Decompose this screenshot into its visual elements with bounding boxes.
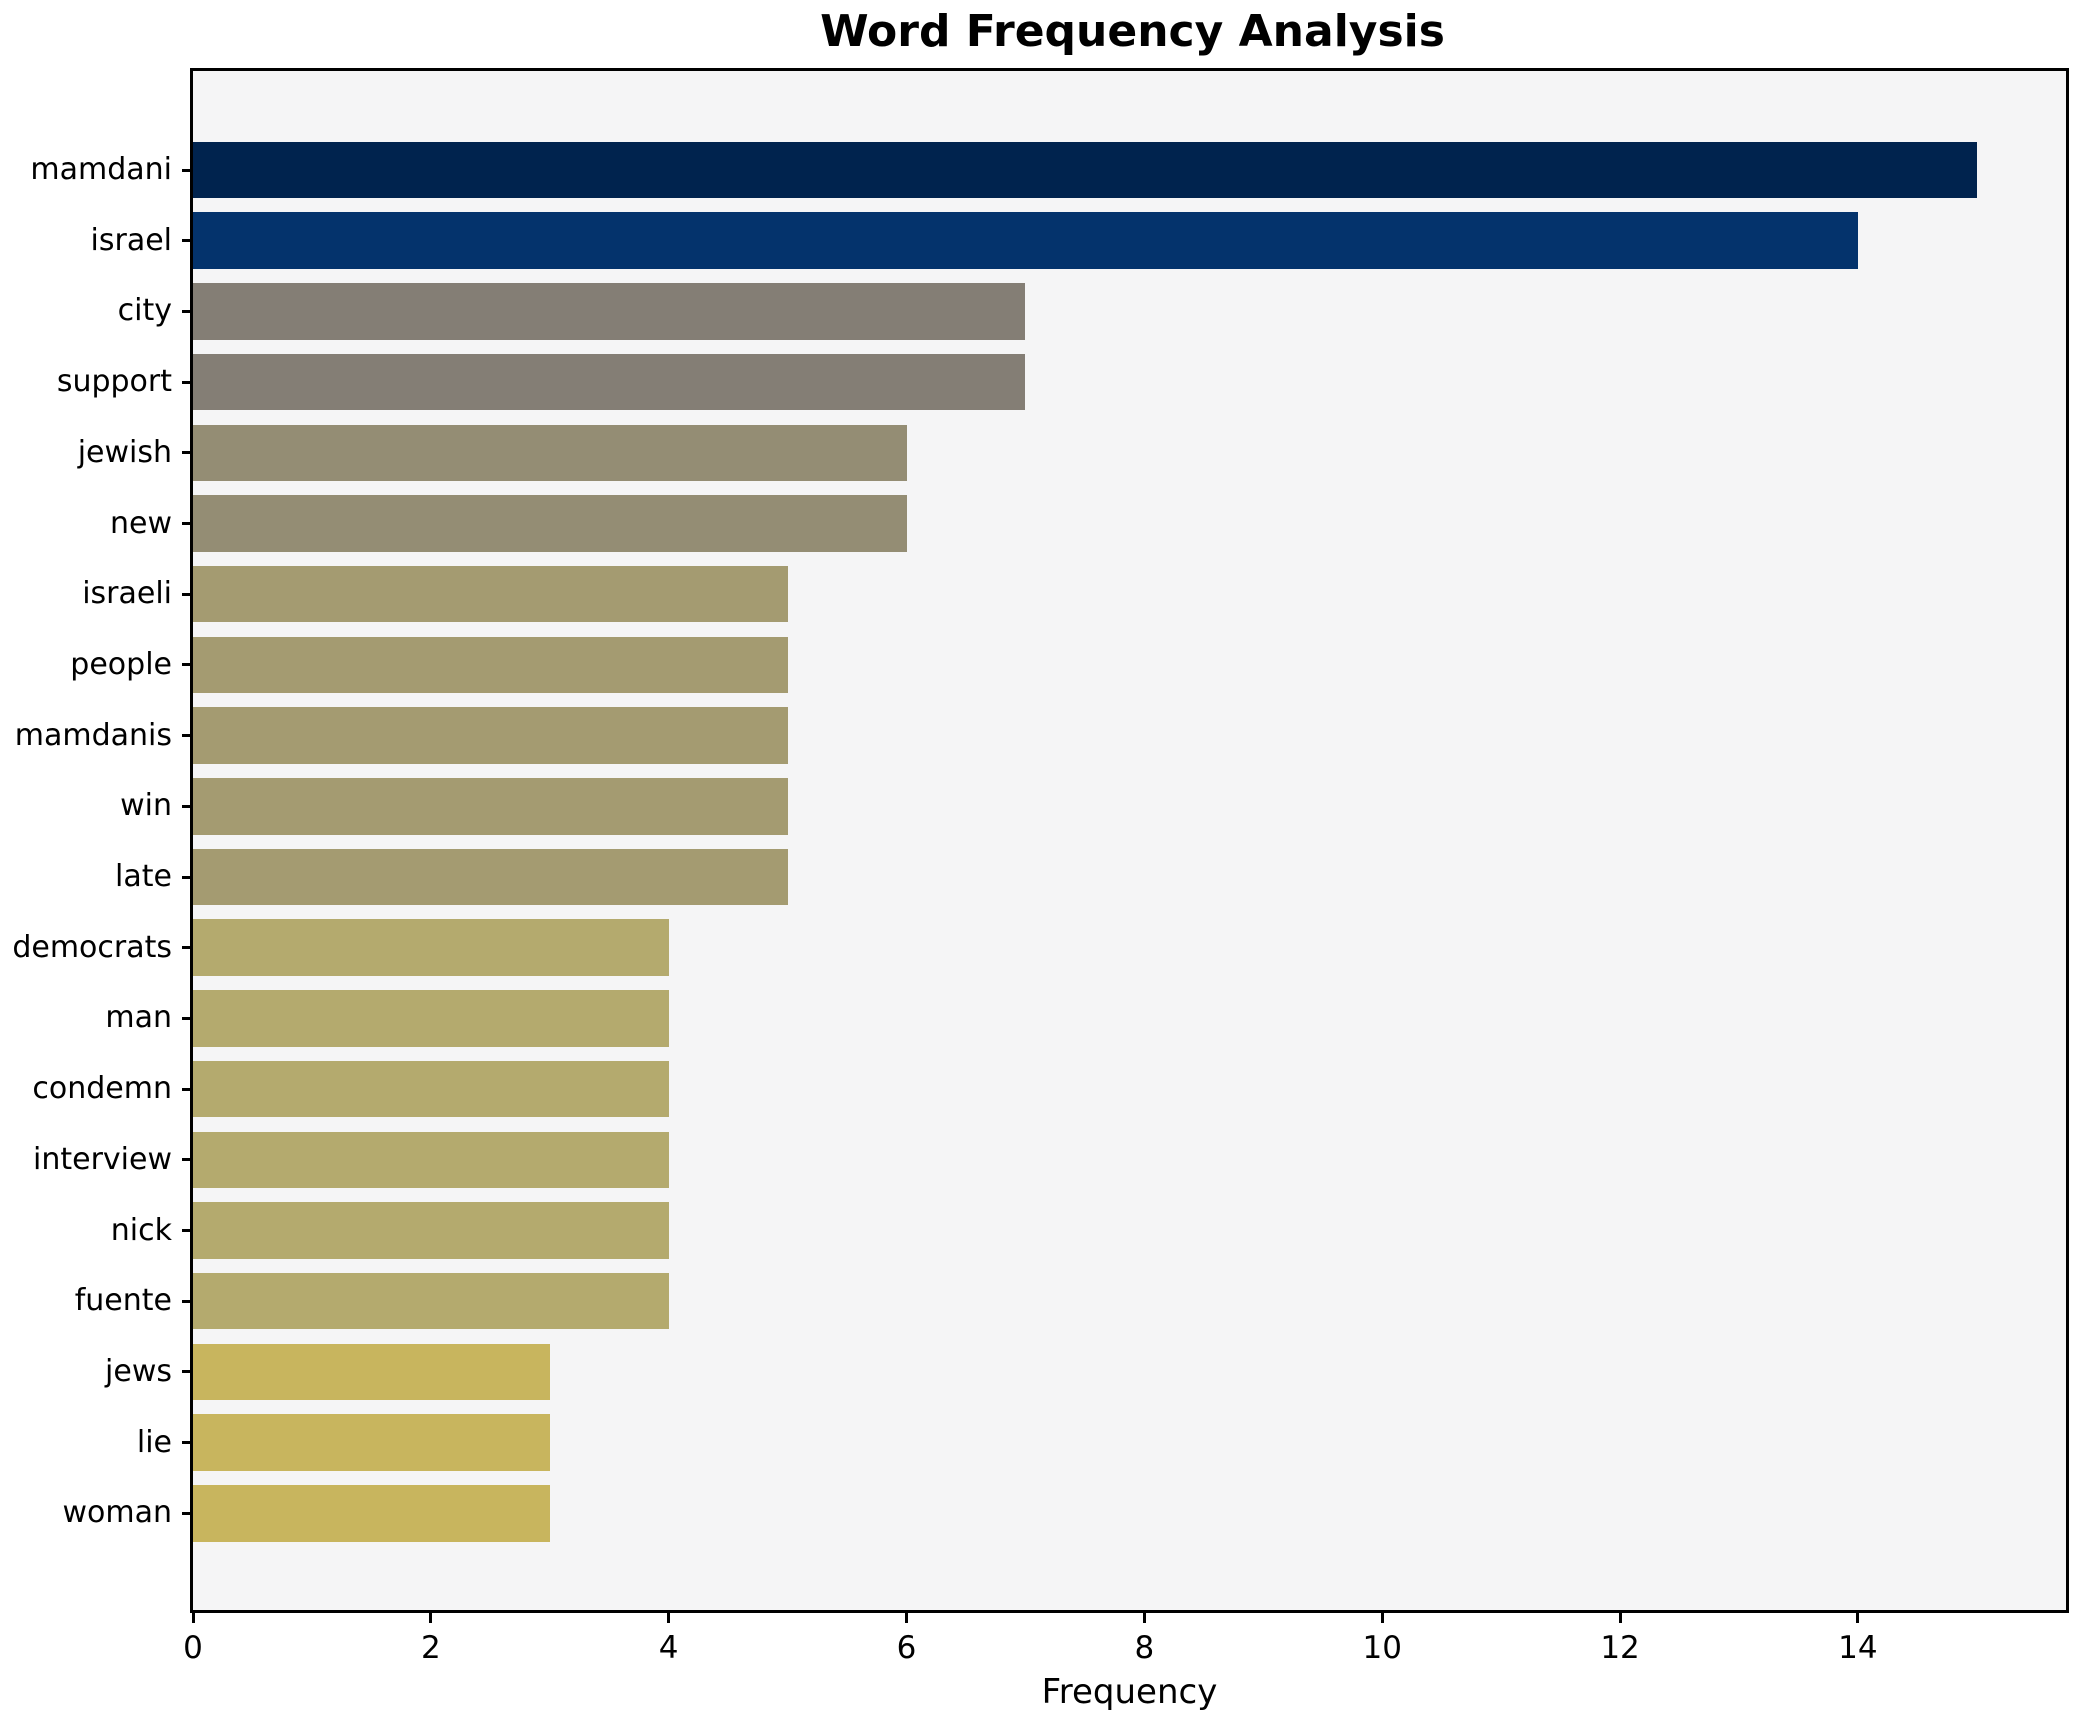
bar-nick [193,1202,669,1259]
bar-israeli [193,565,788,623]
y-tick-label-late: late [115,859,172,894]
x-tick-label-14: 14 [1838,1630,1878,1666]
y-tick-label-lie: lie [136,1424,172,1460]
y-tick-mark [182,663,193,667]
y-tick-mark [182,592,193,596]
y-tick-mark [182,380,193,384]
y-tick-label-mamdani: mamdani [30,152,172,187]
x-tick-mark [1856,1610,1860,1623]
y-tick-mark [182,168,193,172]
x-tick-mark [429,1610,433,1623]
x-tick-mark [667,1610,671,1623]
y-tick-mark [182,239,193,243]
y-tick-mark [182,875,193,879]
x-tick-label-2: 2 [420,1630,441,1666]
bar-jews [193,1343,550,1401]
y-tick-label-people: people [70,646,172,682]
bar-jewish [193,424,907,482]
bar-interview [193,1131,669,1189]
y-tick-label-condemn: condemn [32,1071,172,1107]
x-tick-mark [1142,1610,1146,1623]
y-tick-label-man: man [105,1000,172,1036]
y-tick-label-win: win [120,788,172,824]
y-tick-label-woman: woman [62,1495,172,1531]
y-tick-mark [182,1158,193,1162]
y-tick-mark [182,522,193,525]
y-tick-mark [182,451,193,455]
bar-man [193,990,669,1047]
bar-support [193,353,1026,411]
x-tick-mark [1618,1610,1622,1623]
y-tick-label-jewish: jewish [77,434,172,470]
bar-woman [193,1485,550,1542]
y-tick-mark [182,1370,193,1374]
bar-win [193,778,788,835]
plot-area [190,68,2069,1613]
y-tick-label-city: city [117,293,172,329]
bar-mamdanis [193,707,788,764]
y-tick-label-nick: nick [110,1212,172,1248]
chart-title: Word Frequency Analysis [820,6,1445,57]
y-tick-label-israeli: israeli [82,576,172,612]
x-tick-label-10: 10 [1362,1630,1402,1666]
y-tick-label-israel: israel [90,222,172,258]
bar-mamdani [193,141,1977,199]
y-tick-label-mamdanis: mamdanis [14,717,172,753]
y-tick-mark [182,1016,193,1020]
y-tick-label-jews: jews [105,1353,172,1389]
y-tick-mark [182,1087,193,1091]
y-tick-label-fuente: fuente [74,1283,172,1319]
y-tick-mark [182,1441,193,1445]
y-tick-mark [182,1511,193,1515]
y-tick-mark [182,1229,193,1232]
y-tick-mark [182,734,193,738]
y-tick-label-new: new [109,505,172,541]
y-tick-mark [182,804,193,808]
y-tick-mark [182,309,193,313]
x-tick-label-0: 0 [183,1630,203,1666]
bar-condemn [193,1060,669,1118]
x-axis-label: Frequency [1041,1672,1218,1712]
x-tick-mark [905,1610,909,1623]
bar-lie [193,1414,550,1471]
bar-israel [193,212,1858,269]
x-tick-mark [1380,1610,1384,1623]
x-tick-label-12: 12 [1600,1630,1640,1666]
x-tick-label-4: 4 [658,1630,679,1666]
y-tick-label-interview: interview [33,1141,172,1177]
x-tick-label-8: 8 [1134,1630,1155,1666]
bar-city [193,283,1026,340]
bar-new [193,495,907,552]
y-tick-mark [182,946,193,950]
bar-people [193,636,788,694]
x-tick-label-6: 6 [896,1630,917,1666]
bar-fuente [193,1272,669,1330]
y-tick-label-support: support [56,364,172,400]
x-tick-mark [191,1610,195,1623]
y-tick-label-democrats: democrats [12,929,172,965]
bar-democrats [193,919,669,976]
y-tick-mark [182,1299,193,1303]
bar-late [193,848,788,906]
